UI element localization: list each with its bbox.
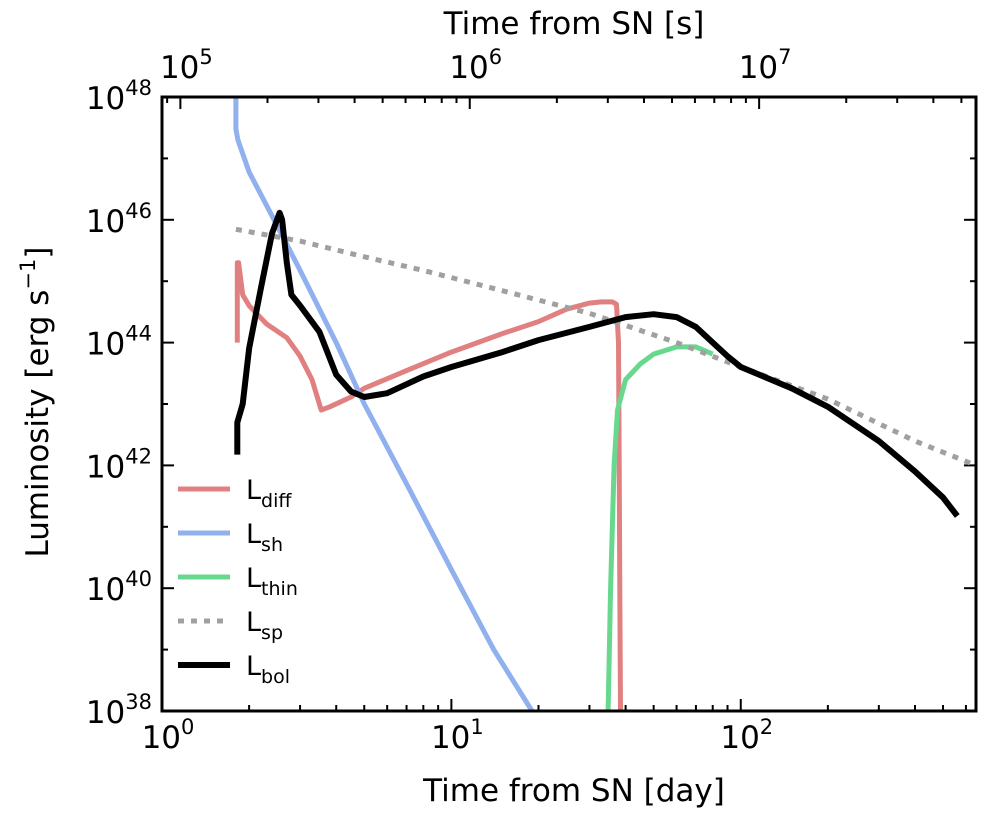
y-tick-label: 1042 — [86, 444, 152, 485]
y-tick-label: 1046 — [86, 199, 152, 240]
x-axis-title: Time from SN [day] — [422, 773, 725, 809]
data-series — [233, 97, 976, 711]
legend-label-l-thin: Lthin — [246, 563, 298, 600]
x-tick-label: 102 — [720, 715, 773, 756]
top-tick-label: 105 — [160, 45, 213, 86]
y-tick-label: 1044 — [86, 322, 152, 363]
top-tick-label: 106 — [449, 45, 502, 86]
legend-label-l-diff: Ldiff — [246, 475, 292, 512]
y-tick-label: 1048 — [86, 76, 152, 117]
legend-label-l-bol: Lbol — [246, 651, 290, 688]
series-line-l-sp — [235, 226, 976, 468]
y-tick-label: 1038 — [86, 690, 152, 731]
series-line-l-sh — [233, 97, 535, 711]
legend-label-l-sh: Lsh — [246, 519, 283, 556]
legend-label-l-sp: Lsp — [246, 607, 283, 644]
top-tick-label: 107 — [739, 45, 792, 86]
x-tick-label: 101 — [431, 715, 484, 756]
x-tick-label: 100 — [142, 715, 195, 756]
series-line-l-bol — [234, 209, 960, 518]
legend: Ldiff Lsh Lthin Lsp Lbol — [178, 475, 298, 688]
plot-frame — [160, 95, 978, 713]
top-axis-title: Time from SN [s] — [443, 6, 705, 42]
series-line-l-thin — [605, 344, 714, 711]
y-tick-label: 1040 — [86, 567, 152, 608]
y-axis-title: Luminosity [erg s−1] — [16, 246, 56, 557]
series-line-l-diff — [234, 260, 623, 711]
